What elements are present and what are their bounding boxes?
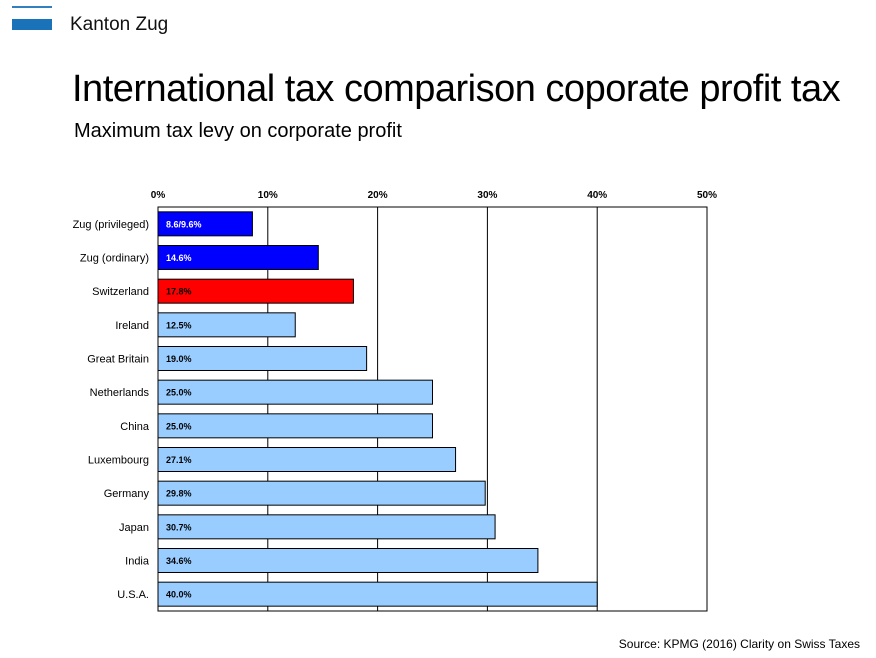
data-label: 30.7% xyxy=(166,522,192,532)
data-label: 40.0% xyxy=(166,590,192,600)
x-tick-label: 0% xyxy=(151,190,166,201)
category-label: Zug (ordinary) xyxy=(80,253,149,265)
bar xyxy=(157,581,598,607)
category-label: Netherlands xyxy=(90,387,150,399)
data-label: 25.0% xyxy=(166,421,192,431)
category-label: Great Britain xyxy=(87,354,149,366)
bar xyxy=(157,346,368,371)
category-label: Luxembourg xyxy=(88,455,149,467)
bar xyxy=(157,312,296,338)
page-title: International tax comparison coporate pr… xyxy=(72,68,841,110)
bar xyxy=(157,278,354,304)
bar xyxy=(157,514,496,540)
x-tick-label: 10% xyxy=(258,190,278,201)
bar xyxy=(157,211,253,237)
category-label: Japan xyxy=(119,522,149,534)
data-label: 19.0% xyxy=(166,354,192,364)
bar xyxy=(157,548,539,573)
data-label: 12.5% xyxy=(166,320,192,330)
category-label: Germany xyxy=(104,488,150,500)
category-label: Zug (privileged) xyxy=(73,219,149,231)
x-tick-label: 50% xyxy=(697,190,717,201)
bar xyxy=(157,245,319,270)
bar xyxy=(157,413,433,439)
plot-frame xyxy=(157,206,708,612)
category-label: U.S.A. xyxy=(117,589,149,601)
data-label: 27.1% xyxy=(166,455,192,465)
logo-block-icon xyxy=(12,19,52,30)
data-label: 17.8% xyxy=(166,287,192,297)
logo-line xyxy=(12,6,52,8)
x-tick-label: 30% xyxy=(477,190,497,201)
bar xyxy=(157,480,486,506)
bar xyxy=(157,447,457,472)
category-label: Switzerland xyxy=(92,286,149,298)
data-label: 14.6% xyxy=(166,253,192,263)
source-note: Source: KPMG (2016) Clarity on Swiss Tax… xyxy=(618,637,860,651)
category-label: Ireland xyxy=(115,320,149,332)
data-label: 34.6% xyxy=(166,556,192,566)
x-tick-label: 40% xyxy=(587,190,607,201)
data-label: 8.6/9.6% xyxy=(166,219,202,229)
brand-name: Kanton Zug xyxy=(70,14,169,35)
x-tick-label: 20% xyxy=(368,190,388,201)
data-label: 29.8% xyxy=(166,489,192,499)
bar xyxy=(157,379,433,405)
category-label: China xyxy=(120,421,150,433)
page-subtitle: Maximum tax levy on corporate profit xyxy=(74,120,402,142)
data-label: 25.0% xyxy=(166,388,192,398)
category-label: India xyxy=(125,556,150,568)
